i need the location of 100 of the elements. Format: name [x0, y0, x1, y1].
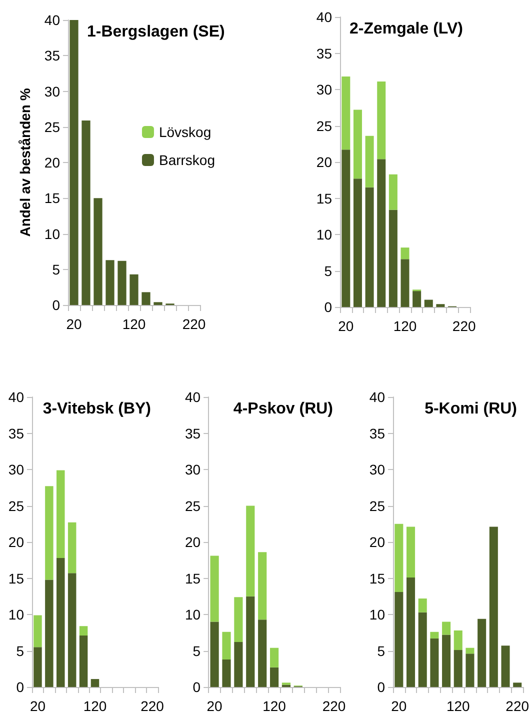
y-tick-label: 30	[316, 82, 332, 98]
bar	[234, 642, 243, 687]
bar	[442, 622, 451, 635]
y-tick-label: 0	[16, 679, 24, 695]
y-tick-label: 35	[316, 45, 332, 62]
y-tick-label: 15	[316, 190, 332, 206]
chart-title: 1-Bergslagen (SE)	[87, 24, 225, 40]
bar	[210, 556, 219, 622]
y-tick-label: 40	[8, 389, 24, 405]
y-tick-label: 35	[44, 48, 60, 64]
bar	[258, 620, 267, 687]
y-tick-label: 35	[184, 425, 201, 442]
y-tick-label: 0	[377, 679, 386, 695]
bar	[68, 573, 76, 687]
bar	[466, 654, 474, 687]
x-tick-label: 120	[122, 316, 146, 332]
x-tick-label: 120	[393, 318, 417, 334]
y-tick-label: 30	[44, 83, 60, 100]
y-tick-label: 5	[377, 642, 386, 659]
y-tick-label: 40	[44, 12, 60, 28]
x-tick-label: 20	[391, 698, 407, 714]
bar	[45, 580, 54, 687]
bar	[82, 120, 90, 305]
y-tick-label: 0	[324, 299, 332, 315]
bar	[342, 150, 350, 307]
bar	[489, 526, 498, 687]
bar	[394, 592, 404, 687]
bar	[222, 632, 231, 660]
x-tick-label: 220	[452, 318, 476, 334]
bar	[365, 136, 374, 188]
bar	[418, 598, 427, 612]
bar	[430, 632, 439, 638]
bar	[246, 596, 255, 687]
y-tick-label: 15	[369, 570, 386, 586]
x-tick-label: 120	[446, 698, 470, 714]
bar	[400, 259, 410, 307]
y-tick-label: 30	[184, 462, 201, 478]
x-tick-label: 120	[262, 698, 286, 714]
x-tick-label: 220	[506, 698, 530, 714]
bar	[106, 260, 114, 305]
bar	[442, 634, 451, 687]
y-tick-label: 15	[44, 190, 60, 206]
y-tick-label: 0	[52, 297, 60, 313]
bar	[436, 304, 445, 307]
bar	[56, 470, 65, 558]
y-tick-label: 40	[369, 389, 386, 405]
y-tick-label: 15	[184, 570, 201, 586]
bar	[130, 274, 138, 305]
bar	[222, 659, 231, 687]
bar	[90, 679, 100, 687]
y-tick-label: 5	[52, 261, 60, 278]
bar	[377, 159, 386, 307]
bar	[412, 291, 422, 307]
y-tick-label: 5	[324, 262, 332, 279]
y-tick-label: 10	[8, 606, 24, 622]
y-tick-label: 20	[8, 534, 24, 550]
bar	[342, 76, 350, 150]
bar	[501, 646, 510, 687]
y-tick-label: 25	[316, 118, 332, 134]
y-tick-label: 30	[369, 462, 386, 478]
bar	[270, 667, 279, 687]
y-tick-label: 20	[316, 154, 332, 170]
bar	[424, 300, 433, 307]
y-tick-label: 20	[184, 534, 201, 550]
x-tick-label: 220	[322, 698, 346, 714]
bar	[400, 248, 410, 260]
bar	[234, 597, 243, 642]
y-tick-label: 35	[8, 425, 24, 442]
x-tick-label: 220	[140, 698, 164, 714]
bar	[94, 198, 102, 305]
bar	[418, 612, 427, 687]
bar	[513, 682, 522, 687]
bar	[377, 82, 386, 160]
y-tick-label: 25	[8, 498, 24, 514]
x-tick-label: 20	[206, 698, 223, 714]
y-tick-label: 25	[184, 498, 201, 514]
bar	[353, 110, 362, 179]
y-tick-label: 20	[369, 534, 386, 550]
bar	[430, 638, 439, 687]
bar	[56, 558, 65, 687]
y-tick-label: 15	[8, 570, 24, 586]
bar	[142, 292, 150, 305]
bar	[68, 522, 76, 574]
x-tick-label: 20	[66, 316, 82, 332]
y-tick-label: 40	[184, 389, 201, 405]
y-tick-label: 0	[192, 679, 201, 695]
bar	[79, 626, 88, 636]
bar	[34, 647, 42, 687]
bar	[388, 174, 398, 210]
chart-title: 3-Vitebsk (BY)	[42, 400, 152, 418]
bar	[45, 486, 54, 580]
x-tick-label: 220	[182, 316, 206, 332]
bar	[353, 178, 362, 307]
y-tick-label: 5	[16, 642, 24, 659]
y-tick-label: 25	[369, 498, 386, 514]
y-axis-title: Andel av bestånden %	[17, 88, 33, 237]
bar	[210, 622, 219, 687]
bar	[478, 618, 486, 687]
legend-label: Lövskog	[158, 124, 212, 140]
y-tick-label: 10	[316, 226, 332, 242]
